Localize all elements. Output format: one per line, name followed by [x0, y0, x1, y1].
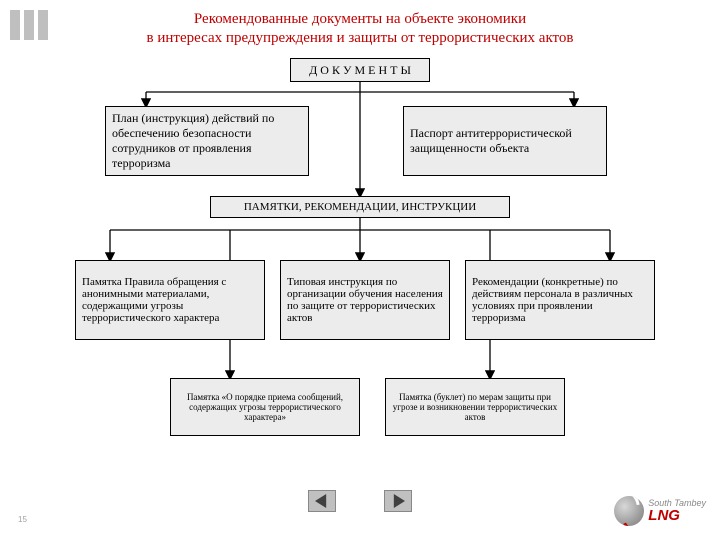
row1-left-box: План (инструкция) действий по обеспечени… [105, 106, 309, 176]
row1-right-text: Паспорт антитеррористической защищенност… [410, 126, 600, 156]
title-line-1: Рекомендованные документы на объекте эко… [194, 11, 526, 27]
row1-left-text: План (инструкция) действий по обеспечени… [112, 111, 302, 171]
row3-box-1: Памятка (буклет) по мерам защиты при угр… [385, 378, 565, 436]
title-line-2: в интересах предупреждения и защиты от т… [147, 30, 574, 46]
prev-button[interactable] [308, 490, 336, 512]
row2-box-2: Рекомендации (конкретные) по действиям п… [465, 260, 655, 340]
row2-text-1: Типовая инструкция по организации обучен… [287, 276, 443, 324]
sub-header-text: ПАМЯТКИ, РЕКОМЕНДАЦИИ, ИНСТРУКЦИИ [244, 201, 476, 213]
row2-text-0: Памятка Правила обращения с анонимными м… [82, 276, 258, 324]
root-box: Д О К У М Е Н Т Ы [290, 58, 430, 82]
page-number: 15 [18, 515, 27, 524]
sub-header-box: ПАМЯТКИ, РЕКОМЕНДАЦИИ, ИНСТРУКЦИИ [210, 196, 510, 218]
logo: South Tambey LNG [614, 496, 706, 526]
logo-text: South Tambey LNG [648, 499, 706, 523]
row1-right-box: Паспорт антитеррористической защищенност… [403, 106, 607, 176]
row2-box-1: Типовая инструкция по организации обучен… [280, 260, 450, 340]
triangle-left-icon [315, 494, 329, 508]
logo-icon [614, 496, 644, 526]
triangle-right-icon [391, 494, 405, 508]
root-box-label: Д О К У М Е Н Т Ы [309, 63, 411, 78]
nav-buttons [308, 490, 412, 512]
row3-box-0: Памятка «О порядке приема сообщений, сод… [170, 378, 360, 436]
row3-text-1: Памятка (буклет) по мерам защиты при угр… [392, 392, 558, 422]
row2-box-0: Памятка Правила обращения с анонимными м… [75, 260, 265, 340]
row3-text-0: Памятка «О порядке приема сообщений, сод… [177, 392, 353, 422]
page-title: Рекомендованные документы на объекте эко… [0, 10, 720, 48]
row2-text-2: Рекомендации (конкретные) по действиям п… [472, 276, 648, 324]
logo-line2: LNG [648, 508, 706, 523]
next-button[interactable] [384, 490, 412, 512]
